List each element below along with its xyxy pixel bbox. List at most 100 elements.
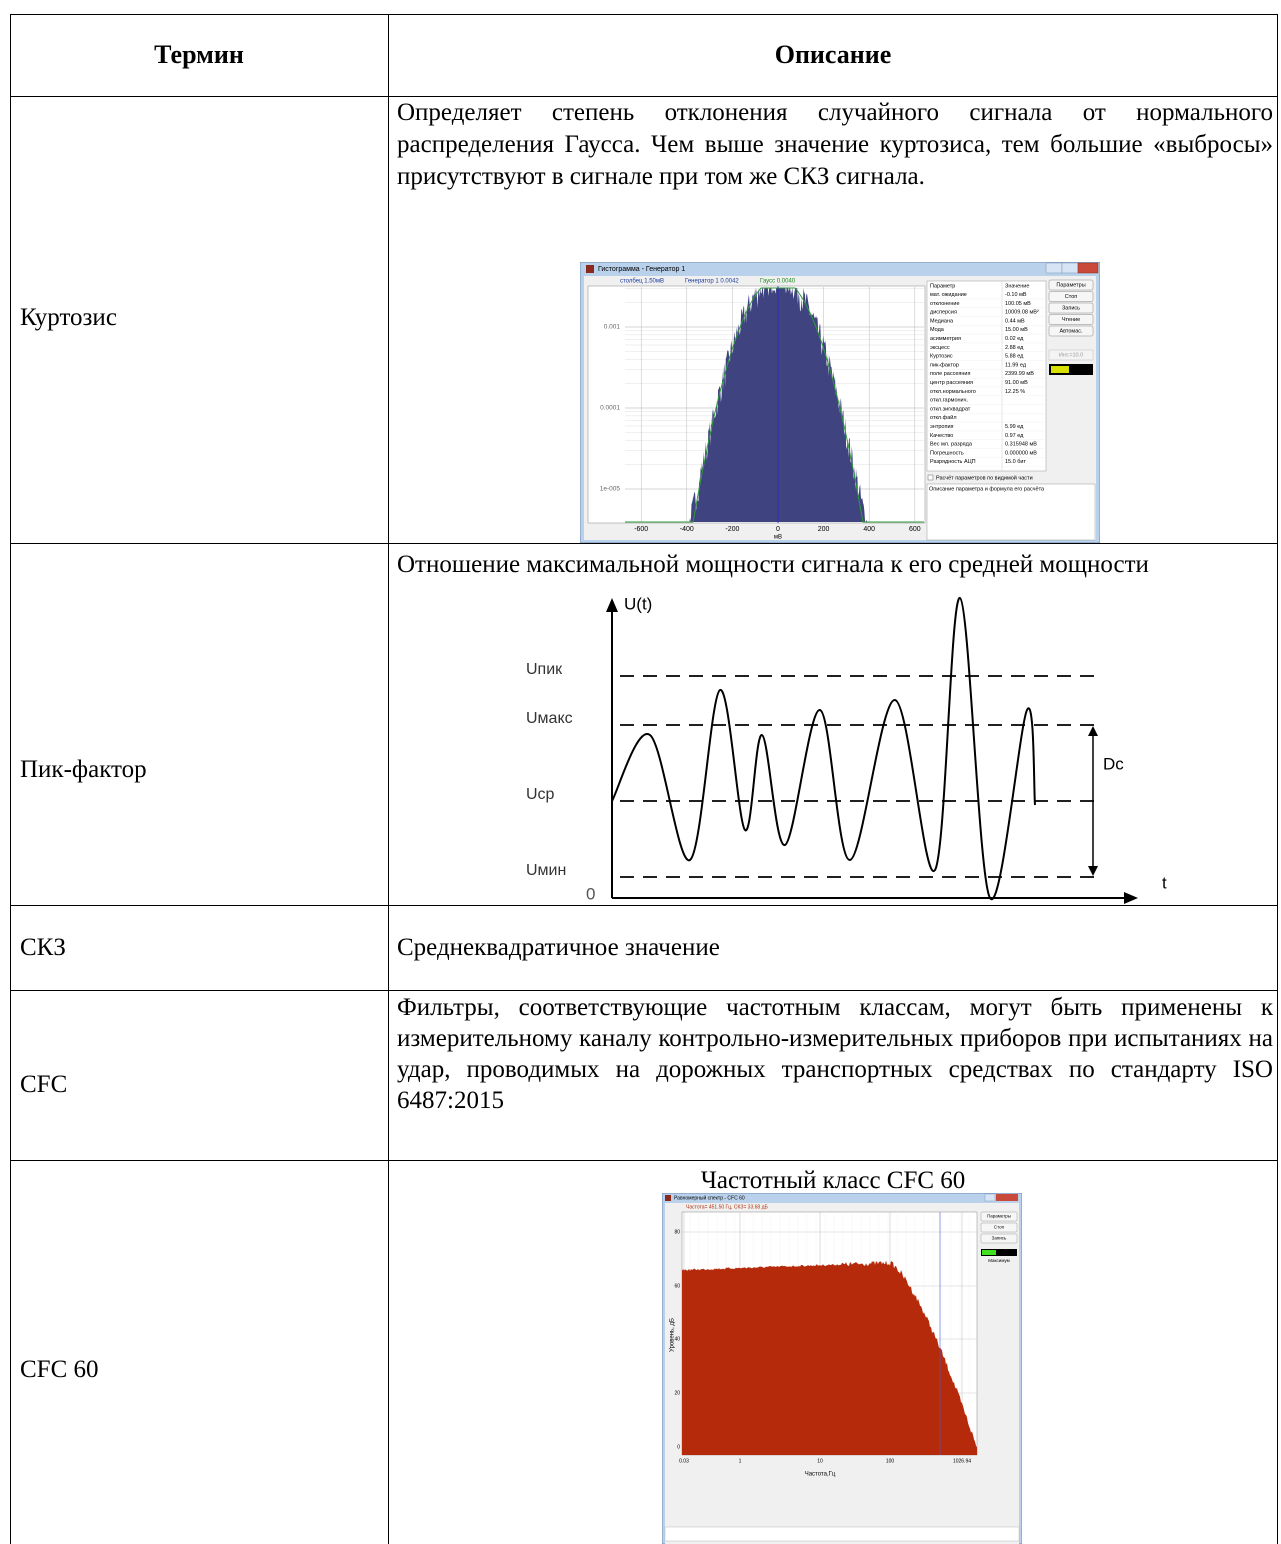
button-label: Стоп [1065, 294, 1077, 300]
x-tick-label: 0.03 [679, 1458, 689, 1464]
param-cell: Вес мл. разряда [930, 442, 973, 448]
mode-label: Максимум [988, 1258, 1010, 1263]
x-tick-label: 100 [886, 1458, 895, 1464]
description: Среднеквадратичное значение [397, 932, 1273, 964]
term: Пик-фактор [20, 754, 147, 786]
param-cell: 100.05 мВ [1005, 301, 1031, 307]
param-cell: 2399.99 мВ [1005, 371, 1034, 377]
x-tick-label: -200 [725, 526, 739, 533]
description: Фильтры, соответствующие частотным класс… [397, 992, 1273, 1116]
term: СКЗ [20, 932, 66, 964]
term: CFC [20, 1069, 67, 1101]
checkbox[interactable] [928, 475, 933, 480]
param-cell: откл.зигквадрат [930, 406, 971, 412]
param-cell: откл.нормального [930, 389, 976, 395]
button-label: Запись [1062, 305, 1080, 311]
param-cell: 11.99 ед [1005, 362, 1027, 368]
param-cell: энтропия [930, 424, 954, 430]
y-tick-label: 0.001 [604, 324, 621, 331]
param-cell: отклонение [930, 301, 960, 307]
range-label: Dc [1103, 754, 1124, 773]
param-cell: 12.25 % [1005, 389, 1025, 395]
param-cell: 0.97 ед [1005, 433, 1024, 439]
y-tick-label: 0 [677, 1444, 680, 1450]
plot-label: столбец 1.50мВ [620, 279, 664, 285]
y-tick-label: 40 [674, 1336, 680, 1342]
histogram-screenshot: Гистограмма - Генератор 1 столбец 1.50мВ… [580, 262, 1100, 543]
header-cell: Термин [10, 39, 388, 71]
param-cell: 0.44 мВ [1005, 318, 1025, 324]
description: Определяет степень отклонения случайного… [397, 97, 1273, 193]
param-cell: 5.88 ед [1005, 354, 1024, 360]
description-box-text: Описание параметра и формула его расчёта [929, 486, 1045, 492]
level-indicator-bar [982, 1250, 996, 1255]
y-tick-label: 1e-005 [600, 486, 621, 493]
param-header: Параметр [930, 283, 955, 289]
param-cell: Куртозис [930, 354, 953, 360]
integration-label: Инт.=10.0 [1059, 352, 1083, 358]
x-tick-label: -400 [680, 526, 694, 533]
y-tick-label: 20 [674, 1390, 680, 1396]
y-axis-arrow [606, 598, 618, 612]
x-unit: мВ [774, 535, 782, 541]
param-cell: мат. ожидание [930, 292, 967, 298]
param-cell: центр рассеяния [930, 380, 973, 386]
y-tick-label: 0.0001 [600, 405, 620, 412]
y-tick-label: 60 [674, 1283, 680, 1289]
param-cell: поле рассеяния [930, 371, 970, 377]
window-title: Равномерный спектр - CFC 60 [674, 1194, 745, 1201]
x-tick-label: 600 [909, 526, 921, 533]
param-cell: откл.гармонич. [930, 398, 968, 404]
minimize-button[interactable] [1046, 263, 1062, 273]
table-border [10, 543, 1278, 544]
table-border [1277, 14, 1278, 1544]
level-indicator-bar [1051, 366, 1069, 373]
readout: Частота= 451.50 Гц, СКЗ= 33.68 дБ [686, 1204, 768, 1210]
table-border [10, 14, 11, 1544]
y-tick-label: 80 [674, 1229, 680, 1235]
x-tick-label: 1026.94 [953, 1458, 971, 1464]
param-header: Значение [1005, 283, 1029, 289]
x-tick-label: 1 [739, 1458, 742, 1464]
close-button[interactable] [1078, 263, 1098, 273]
header-cell: Описание [388, 39, 1278, 71]
level-label: Uмин [526, 862, 566, 879]
plot-label: Генератор 1 0.0042 [685, 279, 739, 285]
window-icon [665, 1195, 671, 1201]
button-label: Автомас. [1059, 328, 1083, 334]
signal-waveform [612, 598, 1035, 899]
button-label: Чтение [1062, 317, 1080, 323]
param-cell: 10009.08 мВ² [1005, 310, 1039, 316]
button-label: Параметры [987, 1214, 1011, 1219]
description: Отношение максимальной мощности сигнала … [397, 549, 1273, 581]
level-label: Uмакс [526, 710, 573, 727]
button-label: Стоп [994, 1225, 1005, 1230]
param-cell: 15.00 мВ [1005, 327, 1028, 333]
param-cell: 15.0 бит [1005, 459, 1026, 465]
status-bar [665, 1527, 1019, 1541]
page: Термин Описание Куртозис Определяет степ… [0, 0, 1281, 1544]
close-button[interactable] [996, 1194, 1018, 1201]
checkbox-label: Расчёт параметров по видимой части [936, 474, 1033, 481]
button-label: Запись [992, 1236, 1007, 1241]
table-border [10, 1160, 1278, 1161]
param-cell: 0.315948 мВ [1005, 442, 1037, 448]
window-title: Гистограмма - Генератор 1 [598, 266, 685, 273]
y-axis-label: Уровень, дБ [670, 1318, 676, 1352]
table-border [10, 990, 1278, 991]
y-axis-label: U(t) [624, 594, 652, 613]
window-icon [586, 265, 594, 273]
table-border [10, 14, 1278, 15]
level-label: Uср [526, 786, 555, 803]
x-axis-label: Частота,Гц [805, 1472, 836, 1478]
param-cell: 5.99 ед [1005, 424, 1024, 430]
x-tick-label: -600 [634, 526, 648, 533]
maximize-button[interactable] [1062, 263, 1078, 273]
maximize-button[interactable] [985, 1194, 995, 1201]
x-tick-label: 400 [863, 526, 875, 533]
term: Куртозис [20, 302, 117, 334]
x-axis-arrow [1124, 892, 1138, 904]
param-cell: Разрядность АЦП [930, 459, 976, 465]
x-tick-label: 200 [818, 526, 830, 533]
